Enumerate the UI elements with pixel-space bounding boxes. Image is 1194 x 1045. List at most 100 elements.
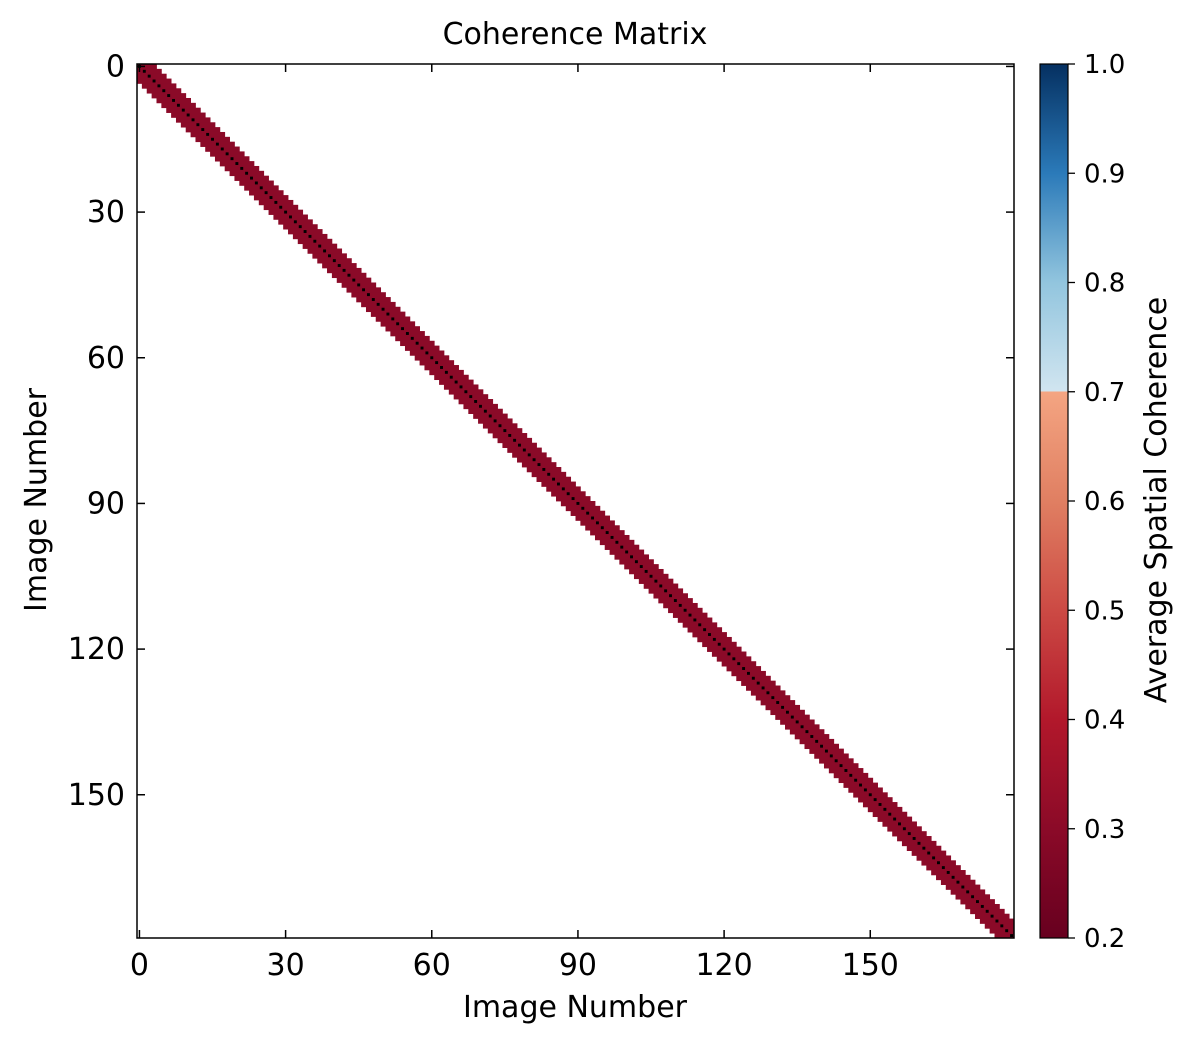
heatmap-diagonal-cell [961, 885, 965, 889]
heatmap-diagonal-cell [771, 696, 775, 700]
heatmap-diagonal-cell [201, 128, 205, 131]
heatmap-diagonal-cell [820, 744, 824, 748]
plot-frame [136, 63, 1015, 939]
colorbar-tick-label: 0.7 [1084, 378, 1125, 408]
heatmap-diagonal-cell [415, 341, 419, 345]
y-axis-ticks: 0 30 60 90 120 150 [68, 49, 1014, 813]
heatmap-diagonal-cell [883, 807, 887, 811]
heatmap-diagonal-cell [966, 890, 970, 894]
heatmap-diagonal-cell [371, 298, 375, 301]
heatmap-diagonal-cell [181, 108, 185, 112]
heatmap-diagonal-cell [396, 322, 400, 326]
x-tick-label: 0 [130, 948, 149, 983]
heatmap-diagonal-cell [722, 647, 726, 651]
heatmap-diagonal-cell [225, 152, 229, 156]
heatmap-diagonal-cell [381, 307, 385, 311]
heatmap-diagonal-cell [337, 264, 341, 267]
heatmap-diagonal-cell [610, 535, 614, 539]
heatmap-diagonal-cell [591, 516, 595, 520]
heatmap-diagonal-cell [342, 268, 346, 272]
colorbar-tick-label: 0.2 [1084, 924, 1125, 954]
heatmap-diagonal-cell [912, 837, 916, 840]
heatmap-diagonal-cell [990, 914, 994, 918]
heatmap-diagonal-cell [654, 579, 658, 583]
heatmap-diagonal-cell [810, 735, 814, 738]
heatmap-diagonal-cell [279, 205, 283, 209]
heatmap-diagonal-cell [498, 424, 502, 428]
heatmap-diagonal-cell [605, 531, 609, 535]
heatmap-diagonal-cell [747, 671, 750, 675]
heatmap-diagonal-cell [323, 249, 327, 253]
heatmap-diagonal-cell [289, 215, 292, 219]
heatmap-diagonal-cell [522, 448, 526, 452]
heatmap-diagonal-cell [956, 880, 960, 884]
heatmap-diagonal-cell [1005, 929, 1009, 933]
x-tick-label: 150 [842, 948, 899, 983]
heatmap-diagonal-cell [513, 438, 517, 442]
heatmap-diagonal-cell [878, 803, 882, 806]
y-tick-label: 30 [87, 195, 125, 230]
heatmap-diagonal-cell [464, 390, 468, 394]
heatmap-diagonal-cell [391, 317, 395, 321]
heatmap-diagonal-cell [873, 798, 877, 802]
heatmap-diagonal-cell [703, 628, 707, 632]
heatmap-diagonal-cell [284, 210, 288, 214]
heatmap-diagonal-cell [595, 521, 599, 525]
x-tick-label: 30 [267, 948, 305, 983]
y-tick-label: 60 [87, 341, 125, 376]
heatmap-diagonal-cell [167, 94, 171, 98]
heatmap-diagonal-cell [756, 681, 760, 685]
heatmap-diagonal-cell [259, 186, 263, 190]
heatmap-diagonal-cell [781, 705, 785, 709]
heatmap-diagonal-cell [269, 196, 273, 199]
heatmap-diagonal-cell [435, 361, 439, 365]
heatmap-diagonal-cell [898, 822, 901, 826]
heatmap-diagonal-cell [357, 283, 361, 287]
y-tick-label: 120 [68, 632, 125, 667]
heatmap-diagonal-cell [985, 909, 989, 913]
heatmap-diagonal-cell [405, 332, 409, 335]
x-tick-label: 90 [559, 948, 597, 983]
heatmap-diagonal-cell [815, 739, 819, 743]
heatmap-diagonal-cell [469, 395, 473, 399]
heatmap-diagonal-cell [254, 181, 258, 185]
heatmap-diagonal-cell [659, 584, 663, 588]
heatmap-diagonal-cell [995, 919, 999, 923]
heatmap-diagonal-cell [937, 861, 940, 865]
heatmap-diagonal-cell [863, 788, 867, 792]
heatmap-diagonal-cell [245, 171, 249, 175]
heatmap-diagonal-cell [410, 336, 414, 340]
heatmap-diagonal-cell [206, 132, 210, 136]
heatmap-diagonal-cell [332, 259, 336, 263]
heatmap-diagonal-cell [717, 642, 721, 646]
heatmap-diagonal-cell [673, 599, 677, 602]
heatmap-diagonal-cell [902, 827, 906, 831]
heatmap-diagonal-cell [211, 137, 214, 141]
heatmap-diagonal-cell [532, 458, 536, 462]
heatmap-diagonal-cell [220, 147, 224, 151]
heatmap-diagonal-cell [669, 594, 672, 598]
heatmap-diagonal-cell [683, 608, 687, 612]
heatmap-diagonal-cell [152, 79, 156, 83]
heatmap-diagonal-cell [785, 710, 789, 714]
heatmap-diagonal-cell [430, 356, 434, 360]
heatmap-diagonal-cell [479, 404, 482, 408]
heatmap-diagonal-cell [425, 351, 429, 355]
heatmap-band-cell [994, 933, 1015, 939]
heatmap-diagonal-cell [503, 429, 507, 433]
heatmap-diagonal-cell [386, 312, 390, 316]
heatmap-diagonal-cell [698, 623, 702, 627]
heatmap-diagonal-cell [625, 550, 629, 554]
heatmap-diagonal-cell [250, 176, 253, 180]
heatmap-diagonal-cell [946, 870, 950, 874]
heatmap-band-cell [137, 73, 167, 79]
heatmap-diagonal-cell [157, 84, 161, 88]
heatmap-diagonal-cell [264, 191, 268, 195]
colorbar-tick-label: 1.0 [1084, 50, 1125, 80]
heatmap-diagonal-cell [444, 370, 448, 374]
heatmap-diagonal-cell [449, 375, 453, 379]
heatmap-diagonal-cell [649, 574, 653, 578]
heatmap-diagonal-cell [518, 443, 521, 447]
heatmap-diagonal-cell [893, 817, 897, 821]
